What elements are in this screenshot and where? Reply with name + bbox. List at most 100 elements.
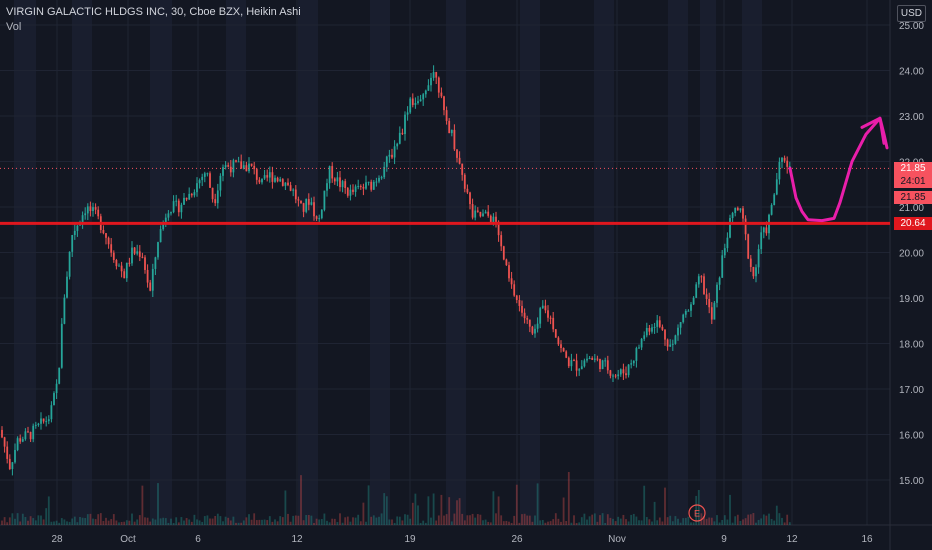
volume-bar (248, 514, 250, 525)
currency-label[interactable]: USD (896, 5, 926, 22)
volume-bar (227, 517, 230, 525)
candle-body (60, 323, 63, 368)
candle-body (508, 265, 510, 279)
candle-body (341, 181, 344, 188)
volume-bar (16, 513, 19, 525)
volume-bar (557, 518, 560, 525)
volume-bar (58, 522, 61, 525)
candle-body (180, 204, 183, 213)
volume-bar (320, 519, 323, 525)
candle-body (151, 268, 154, 291)
volume-bar (45, 508, 48, 525)
candle-body (190, 193, 193, 196)
candle-body (328, 166, 331, 184)
candle-body (635, 348, 638, 361)
volume-bar (744, 518, 747, 525)
volume-bar (430, 517, 432, 525)
candle-body (692, 297, 695, 305)
volume-bar (599, 515, 601, 525)
candle-body (110, 244, 113, 253)
volume-bar (224, 516, 227, 525)
candle-body (300, 200, 302, 204)
volume-bar (755, 522, 757, 525)
volume-bar (76, 522, 79, 525)
candle-body (640, 338, 643, 348)
candle-body (159, 229, 162, 243)
volume-bar (677, 518, 679, 525)
candle-body (128, 262, 131, 264)
volume-bar (531, 521, 534, 525)
candle-body (411, 98, 414, 105)
candle-body (344, 181, 347, 188)
candle-body (333, 178, 336, 182)
candle-body (578, 369, 581, 371)
volume-bar (138, 515, 141, 525)
candle-body (487, 211, 490, 216)
volume-bar (411, 502, 414, 525)
volume-bar (583, 513, 586, 525)
candle-body (513, 284, 516, 296)
candle-body (492, 216, 495, 223)
volume-bar (435, 520, 438, 525)
volume-bar (518, 522, 521, 525)
candle-body (393, 146, 396, 158)
candle-body (131, 247, 133, 264)
volume-bar (588, 516, 591, 525)
volume-bar (27, 520, 29, 525)
candle-body (391, 154, 393, 158)
volume-bar (526, 515, 529, 525)
volume-bar (479, 514, 482, 525)
volume-bar (105, 517, 107, 525)
candle-body (292, 189, 295, 191)
volume-bar (534, 515, 536, 525)
candle-body (294, 189, 297, 200)
candle-body (716, 284, 718, 303)
volume-bar (476, 514, 479, 525)
candle-body (263, 175, 266, 179)
candle-body (497, 221, 500, 236)
volume-bar (554, 513, 557, 525)
candle-body (214, 199, 217, 204)
candle-body (534, 328, 536, 334)
volume-bar (521, 514, 523, 525)
volume-bar (144, 517, 146, 525)
volume-bar (380, 513, 383, 525)
volume-bar (549, 521, 552, 525)
volume-bar (461, 513, 464, 525)
volume-bar (297, 515, 300, 525)
candle-body (739, 208, 742, 211)
volume-bar (21, 513, 24, 525)
candle-body (549, 317, 552, 319)
candle-body (105, 233, 107, 238)
candle-body (653, 326, 656, 328)
volume-bar (401, 520, 404, 525)
volume-bar (690, 522, 692, 525)
candle-body (320, 209, 323, 219)
volume-bar (268, 516, 271, 525)
candle-body (671, 343, 674, 345)
volume-bar (487, 521, 490, 525)
volume-bar (440, 494, 443, 525)
volume-bar (601, 513, 604, 525)
candle-body (515, 295, 518, 301)
volume-bar (372, 515, 375, 525)
volume-bar (492, 491, 495, 525)
candle-body (547, 310, 549, 318)
candle-body (762, 227, 765, 233)
candle-body (679, 322, 682, 328)
volume-bar (211, 518, 214, 525)
volume-bar (539, 520, 542, 525)
candle-body (307, 199, 310, 205)
x-tick-label: 12 (291, 534, 303, 545)
candle-body (258, 179, 261, 183)
volume-bar (352, 517, 354, 525)
candle-body (383, 166, 386, 178)
volume-bar (328, 522, 331, 525)
candle-body (235, 160, 237, 162)
candle-body (450, 129, 453, 134)
candle-body (554, 329, 557, 338)
candle-body (250, 163, 253, 166)
candle-body (588, 358, 591, 360)
volume-bar (409, 518, 412, 525)
